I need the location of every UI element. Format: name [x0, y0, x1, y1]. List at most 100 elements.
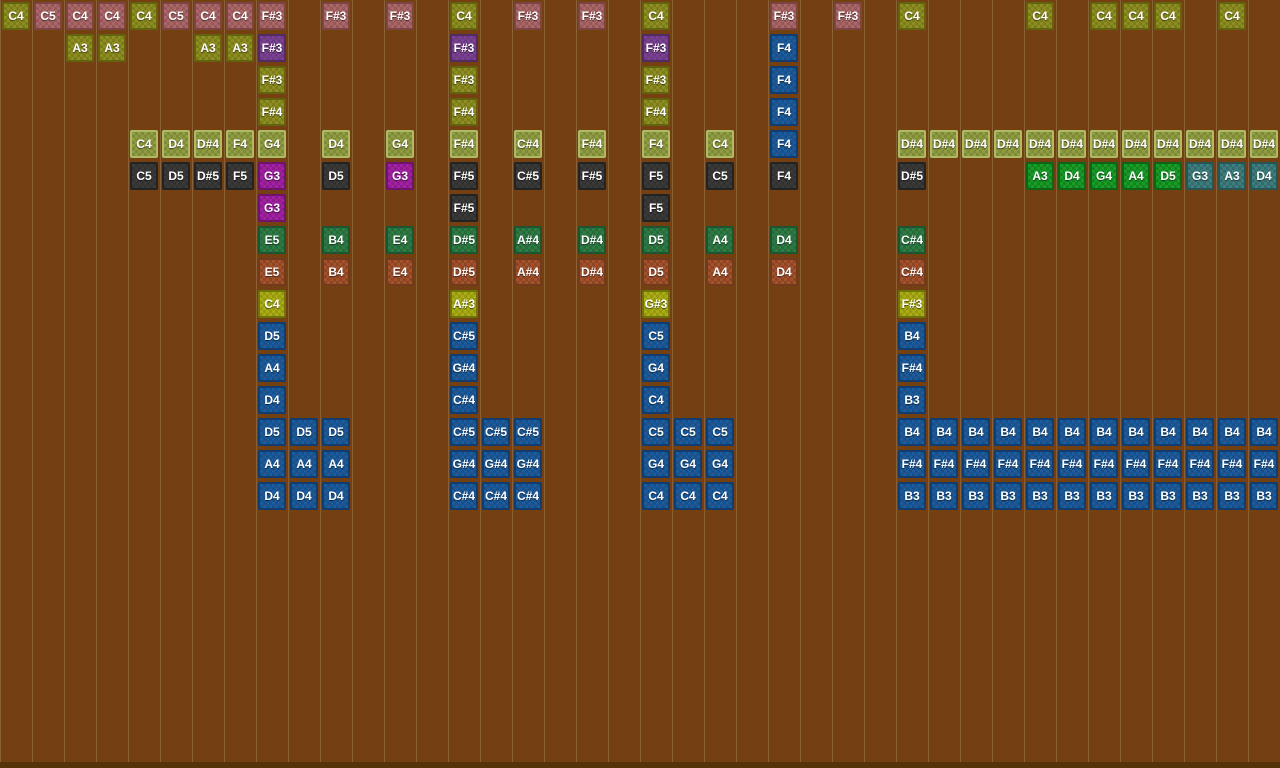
note-block[interactable]: A#4 — [514, 258, 542, 286]
note-block[interactable]: C#4 — [514, 130, 542, 158]
note-block[interactable]: D#4 — [578, 226, 606, 254]
note-block[interactable]: F#4 — [962, 450, 990, 478]
note-block[interactable]: F#5 — [450, 194, 478, 222]
note-block[interactable]: C#5 — [482, 418, 510, 446]
note-block[interactable]: B3 — [1218, 482, 1246, 510]
note-block[interactable]: D4 — [1250, 162, 1278, 190]
note-block[interactable]: F#4 — [898, 354, 926, 382]
note-block[interactable]: B3 — [898, 386, 926, 414]
note-block[interactable]: A4 — [290, 450, 318, 478]
note-block[interactable]: E4 — [386, 226, 414, 254]
note-block[interactable]: B3 — [1090, 482, 1118, 510]
note-block[interactable]: G#4 — [514, 450, 542, 478]
note-block[interactable]: A3 — [66, 34, 94, 62]
note-block[interactable]: C4 — [98, 2, 126, 30]
note-block[interactable]: B3 — [1154, 482, 1182, 510]
note-block[interactable]: B4 — [1122, 418, 1150, 446]
note-block[interactable]: F4 — [770, 98, 798, 126]
note-block[interactable]: F#3 — [450, 34, 478, 62]
note-block[interactable]: F#3 — [258, 2, 286, 30]
note-block[interactable]: B4 — [930, 418, 958, 446]
note-block[interactable]: F5 — [642, 162, 670, 190]
note-block[interactable]: F4 — [642, 130, 670, 158]
note-block[interactable]: C4 — [1026, 2, 1054, 30]
note-block[interactable]: F#3 — [258, 66, 286, 94]
note-block[interactable]: A4 — [706, 226, 734, 254]
note-block[interactable]: D5 — [642, 226, 670, 254]
note-block[interactable]: D#5 — [450, 226, 478, 254]
note-block[interactable]: F#3 — [578, 2, 606, 30]
note-block[interactable]: F#4 — [1154, 450, 1182, 478]
note-block[interactable]: C#5 — [514, 162, 542, 190]
note-block[interactable]: D5 — [258, 418, 286, 446]
note-block[interactable]: C5 — [130, 162, 158, 190]
note-block[interactable]: D5 — [322, 418, 350, 446]
note-block[interactable]: D4 — [770, 258, 798, 286]
note-block[interactable]: D5 — [162, 162, 190, 190]
note-block[interactable]: F5 — [226, 162, 254, 190]
note-block[interactable]: D4 — [290, 482, 318, 510]
note-block[interactable]: D#5 — [194, 162, 222, 190]
note-block[interactable]: F#3 — [322, 2, 350, 30]
note-block[interactable]: D5 — [322, 162, 350, 190]
note-block[interactable]: F#4 — [578, 130, 606, 158]
note-block[interactable]: F#4 — [1218, 450, 1246, 478]
note-block[interactable]: A3 — [1026, 162, 1054, 190]
note-block[interactable]: B4 — [898, 322, 926, 350]
note-block[interactable]: F4 — [770, 130, 798, 158]
note-block[interactable]: C4 — [226, 2, 254, 30]
note-block[interactable]: D#4 — [1090, 130, 1118, 158]
note-block[interactable]: C5 — [162, 2, 190, 30]
note-block[interactable]: B3 — [1026, 482, 1054, 510]
note-block[interactable]: C#4 — [898, 258, 926, 286]
note-block[interactable]: F4 — [770, 34, 798, 62]
note-block[interactable]: D4 — [322, 482, 350, 510]
note-block[interactable]: F#3 — [386, 2, 414, 30]
note-block[interactable]: G#3 — [642, 290, 670, 318]
note-block[interactable]: G4 — [706, 450, 734, 478]
note-block[interactable]: F#4 — [1250, 450, 1278, 478]
note-block[interactable]: D#4 — [578, 258, 606, 286]
note-block[interactable]: C4 — [258, 290, 286, 318]
note-block[interactable]: C#4 — [450, 386, 478, 414]
note-block[interactable]: F4 — [770, 162, 798, 190]
note-block[interactable]: C4 — [898, 2, 926, 30]
note-block[interactable]: F#5 — [450, 162, 478, 190]
note-block[interactable]: F4 — [770, 66, 798, 94]
note-block[interactable]: C#5 — [450, 418, 478, 446]
note-block[interactable]: G4 — [386, 130, 414, 158]
note-block[interactable]: F#4 — [450, 130, 478, 158]
note-block[interactable]: C5 — [642, 418, 670, 446]
note-block[interactable]: F#4 — [930, 450, 958, 478]
note-block[interactable]: D4 — [258, 482, 286, 510]
note-block[interactable]: D#4 — [1186, 130, 1214, 158]
note-block[interactable]: C4 — [1154, 2, 1182, 30]
note-block[interactable]: D4 — [258, 386, 286, 414]
note-block[interactable]: C4 — [1122, 2, 1150, 30]
note-block[interactable]: F#3 — [642, 66, 670, 94]
note-block[interactable]: C#4 — [482, 482, 510, 510]
note-block[interactable]: G4 — [1090, 162, 1118, 190]
note-block[interactable]: A3 — [194, 34, 222, 62]
note-block[interactable]: F5 — [642, 194, 670, 222]
note-block[interactable]: G4 — [642, 450, 670, 478]
note-block[interactable]: D5 — [642, 258, 670, 286]
note-block[interactable]: D5 — [1154, 162, 1182, 190]
note-block[interactable]: C4 — [194, 2, 222, 30]
note-block[interactable]: B4 — [1186, 418, 1214, 446]
note-block[interactable]: D4 — [162, 130, 190, 158]
note-block[interactable]: A#4 — [514, 226, 542, 254]
note-block[interactable]: A4 — [322, 450, 350, 478]
note-block[interactable]: C4 — [2, 2, 30, 30]
note-block[interactable]: A3 — [1218, 162, 1246, 190]
note-block[interactable]: G3 — [1186, 162, 1214, 190]
note-block[interactable]: D5 — [290, 418, 318, 446]
note-block[interactable]: G4 — [642, 354, 670, 382]
note-block[interactable]: C4 — [642, 2, 670, 30]
note-block[interactable]: G#4 — [450, 354, 478, 382]
note-block[interactable]: C4 — [130, 130, 158, 158]
note-block[interactable]: B4 — [322, 258, 350, 286]
note-block[interactable]: G4 — [258, 130, 286, 158]
note-block[interactable]: C#4 — [514, 482, 542, 510]
